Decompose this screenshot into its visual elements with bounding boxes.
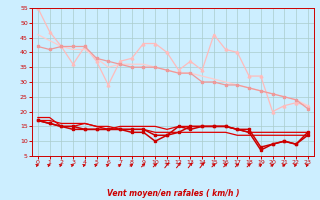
Text: Vent moyen/en rafales ( km/h ): Vent moyen/en rafales ( km/h ) bbox=[107, 189, 239, 198]
